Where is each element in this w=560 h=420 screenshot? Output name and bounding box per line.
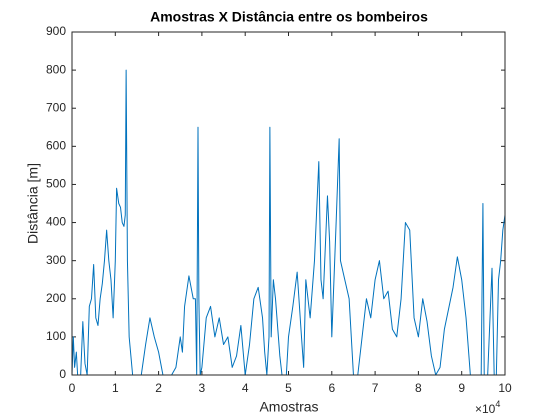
x-multiplier-base: ×10 <box>475 402 496 416</box>
y-tick-label: 800 <box>46 62 66 76</box>
x-tick-label: 6 <box>328 381 335 395</box>
y-tick-label: 0 <box>59 367 66 381</box>
x-tick-label: 10 <box>498 381 512 395</box>
x-tick-label: 3 <box>199 381 206 395</box>
x-tick-label: 4 <box>242 381 249 395</box>
chart-title: Amostras X Distância entre os bombeiros <box>150 9 428 25</box>
axes-box <box>71 31 506 376</box>
x-multiplier-exponent: 4 <box>495 399 500 409</box>
x-tick-label: 7 <box>372 381 379 395</box>
x-tick-label: 2 <box>155 381 162 395</box>
y-tick-label: 100 <box>46 329 66 343</box>
y-tick-label: 500 <box>46 177 66 191</box>
x-tick-label: 1 <box>112 381 119 395</box>
y-tick-label: 700 <box>46 100 66 114</box>
y-tick-label: 900 <box>46 24 66 38</box>
y-tick-label: 600 <box>46 139 66 153</box>
y-tick-label: 300 <box>46 253 66 267</box>
x-tick-label: 5 <box>285 381 292 395</box>
y-axis-label: Distância [m] <box>25 163 41 244</box>
x-tick-label: 0 <box>69 381 76 395</box>
data-line <box>71 69 506 376</box>
x-axis-label: Amostras <box>259 399 318 415</box>
x-tick-label: 9 <box>458 381 465 395</box>
x-multiplier: ×104 <box>475 399 500 416</box>
x-tick-label: 8 <box>415 381 422 395</box>
y-tick-label: 200 <box>46 291 66 305</box>
y-tick-label: 400 <box>46 215 66 229</box>
